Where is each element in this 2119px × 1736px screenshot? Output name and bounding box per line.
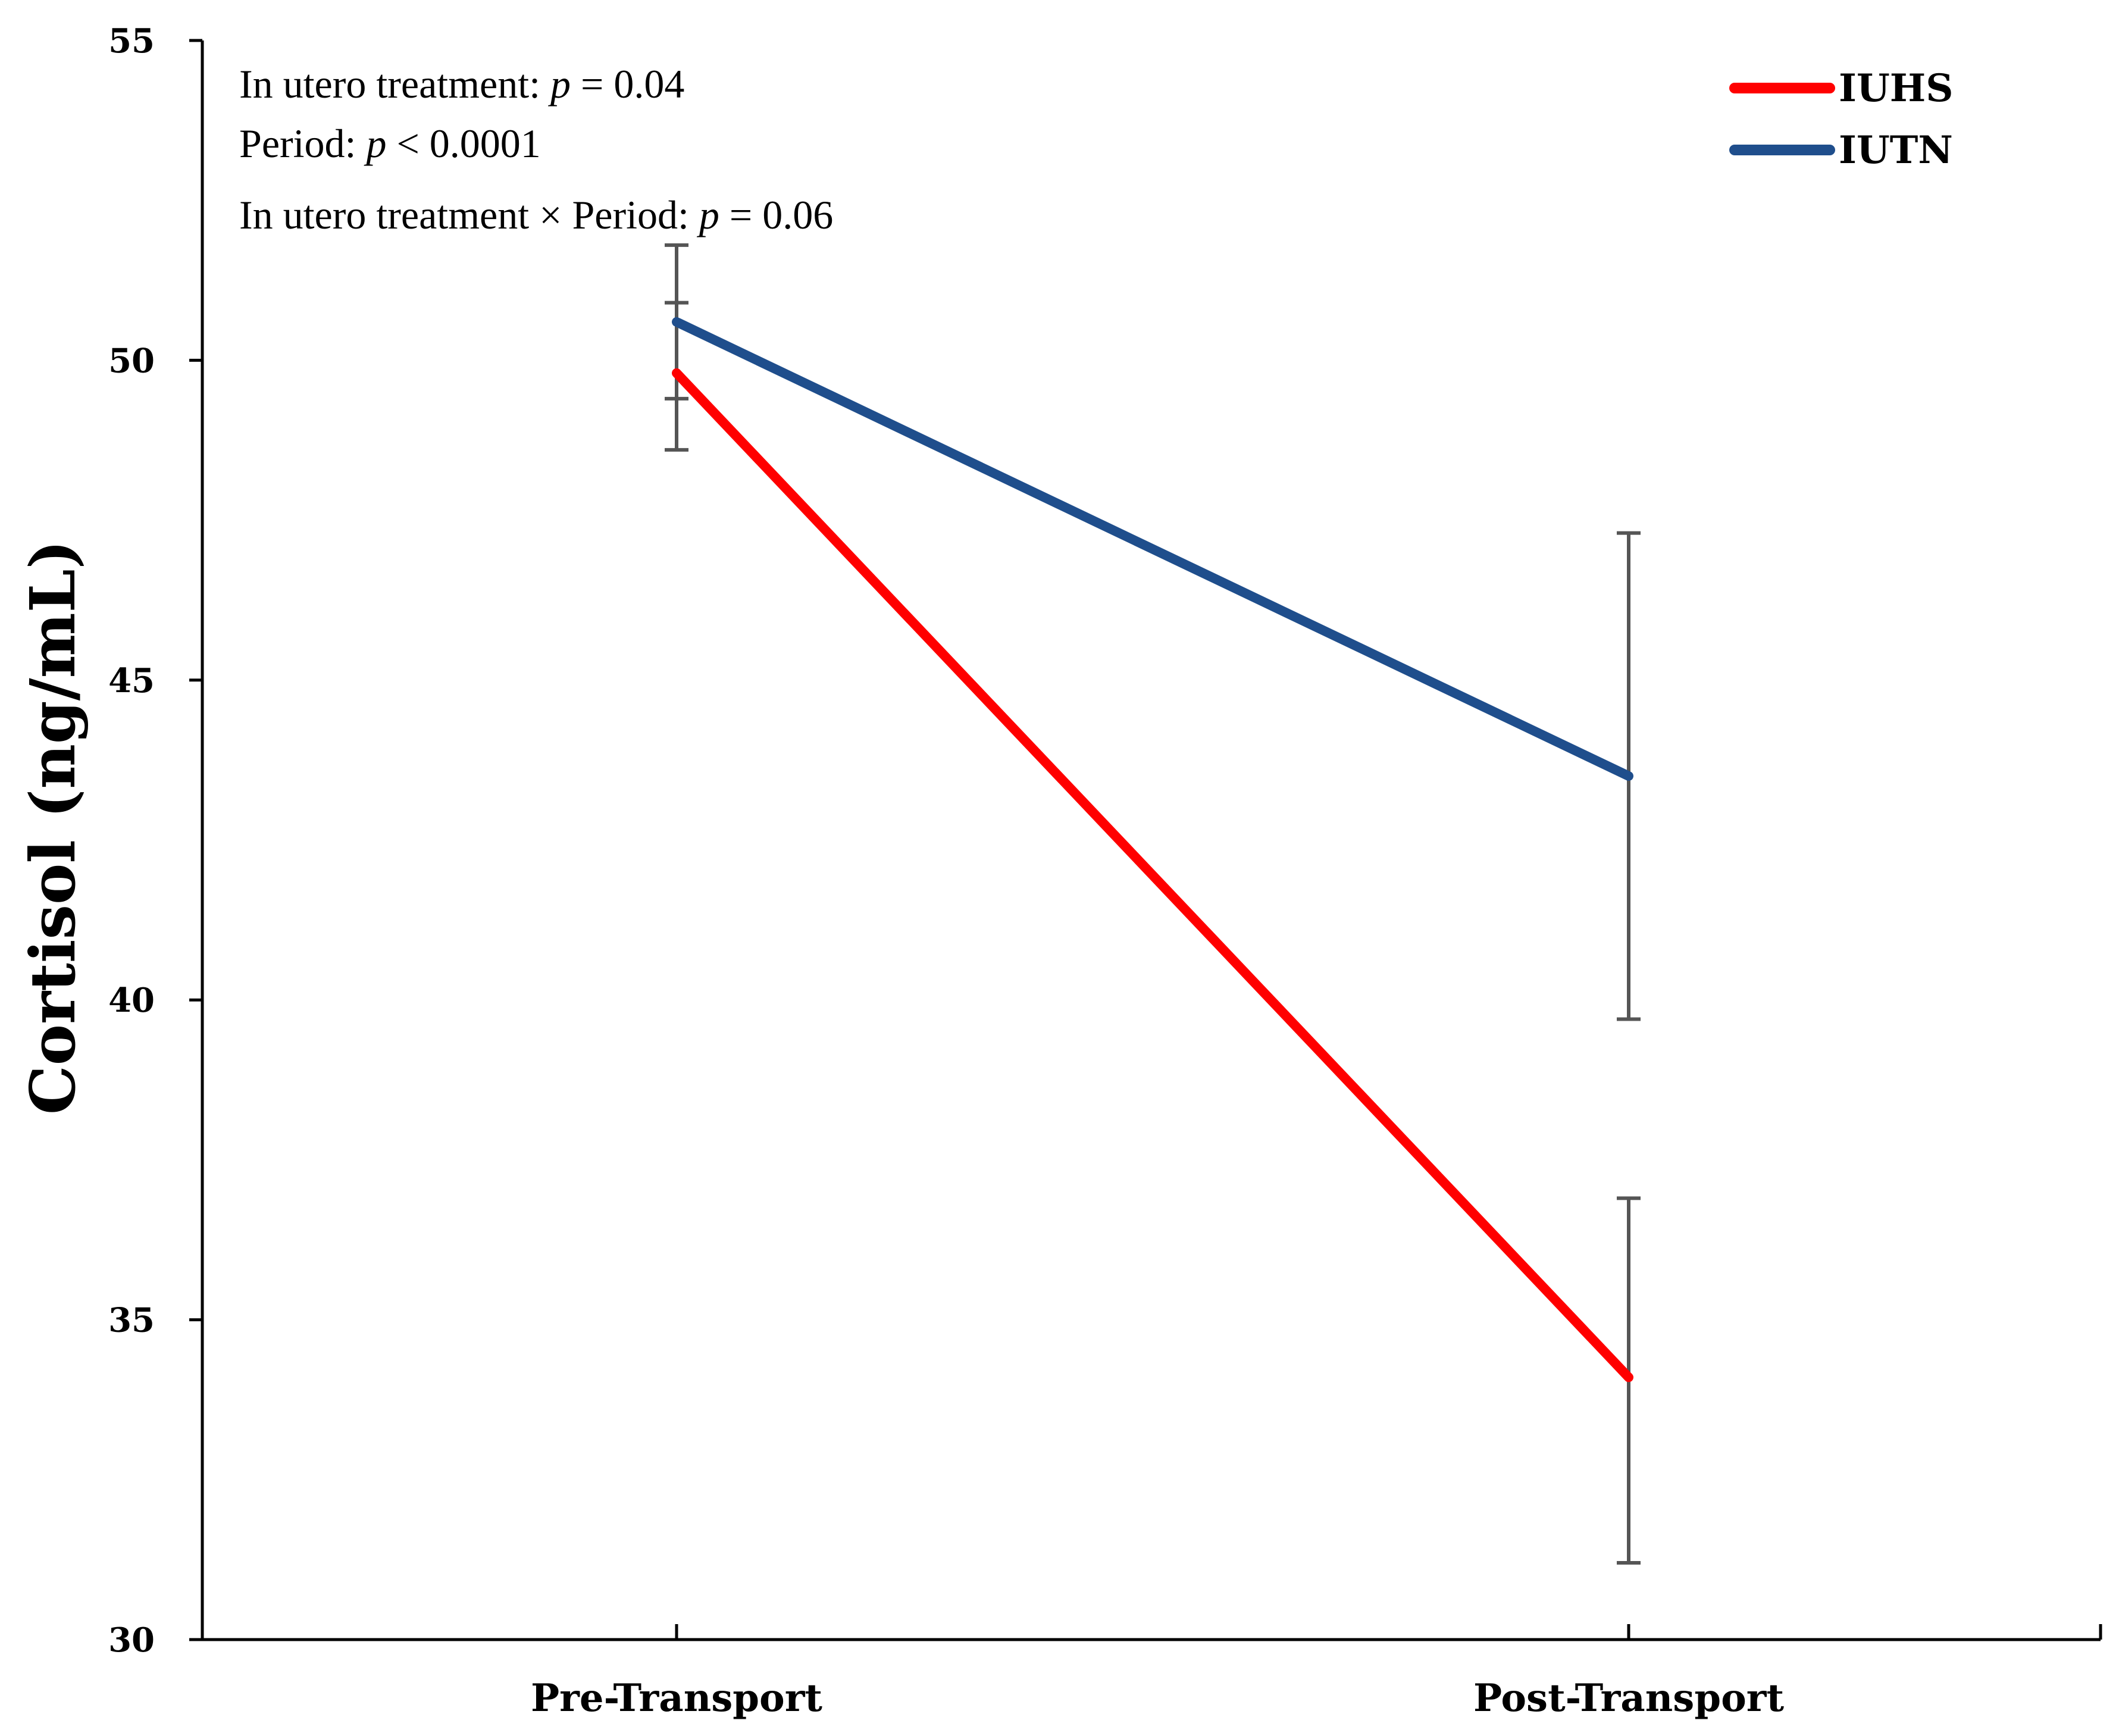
annotation-prefix: In utero treatment:: [239, 61, 550, 107]
y-tick-label: 45: [108, 661, 155, 700]
legend-label: IUHS: [1839, 66, 1953, 111]
series-lines: [672, 317, 1633, 1382]
series-line-iuhs: [672, 368, 1633, 1382]
y-tick-label: 35: [108, 1301, 155, 1340]
annotation-p-symbol: p: [697, 192, 719, 237]
annotation-suffix: < 0.0001: [386, 121, 540, 166]
annotation-prefix: Period:: [239, 121, 366, 166]
y-tick-label: 30: [108, 1621, 155, 1660]
statistics-annotation: In utero treatment: p = 0.04: [239, 61, 684, 107]
legend: IUHS IUTN: [1729, 66, 1953, 173]
y-tick-label: 55: [108, 21, 155, 61]
x-category-label: Pre-Transport: [531, 1676, 822, 1721]
statistics-annotations: In utero treatment: p = 0.04 Period: p < …: [239, 61, 833, 237]
annotation-suffix: = 0.04: [571, 61, 684, 107]
y-axis-title: Cortisol (ng/mL): [16, 540, 89, 1115]
annotation-prefix: In utero treatment × Period:: [239, 192, 699, 237]
y-tick-label: 50: [108, 341, 155, 380]
statistics-annotation: Period: p < 0.0001: [239, 121, 541, 166]
x-axis-ticks: Pre-Transport Post-Transport: [531, 1624, 2102, 1721]
series-line-iutn: [672, 317, 1633, 781]
annotation-suffix: = 0.06: [719, 192, 833, 237]
annotation-p-symbol: p: [364, 121, 386, 166]
y-tick-label: 40: [108, 981, 155, 1020]
error-bars: [665, 243, 1641, 1565]
statistics-annotation: In utero treatment × Period: p = 0.06: [239, 192, 833, 237]
annotation-p-symbol: p: [548, 61, 571, 107]
legend-label: IUTN: [1839, 128, 1953, 173]
x-category-label: Post-Transport: [1473, 1676, 1785, 1721]
y-axis-ticks: 30 35 40 45 50 55: [108, 21, 202, 1660]
